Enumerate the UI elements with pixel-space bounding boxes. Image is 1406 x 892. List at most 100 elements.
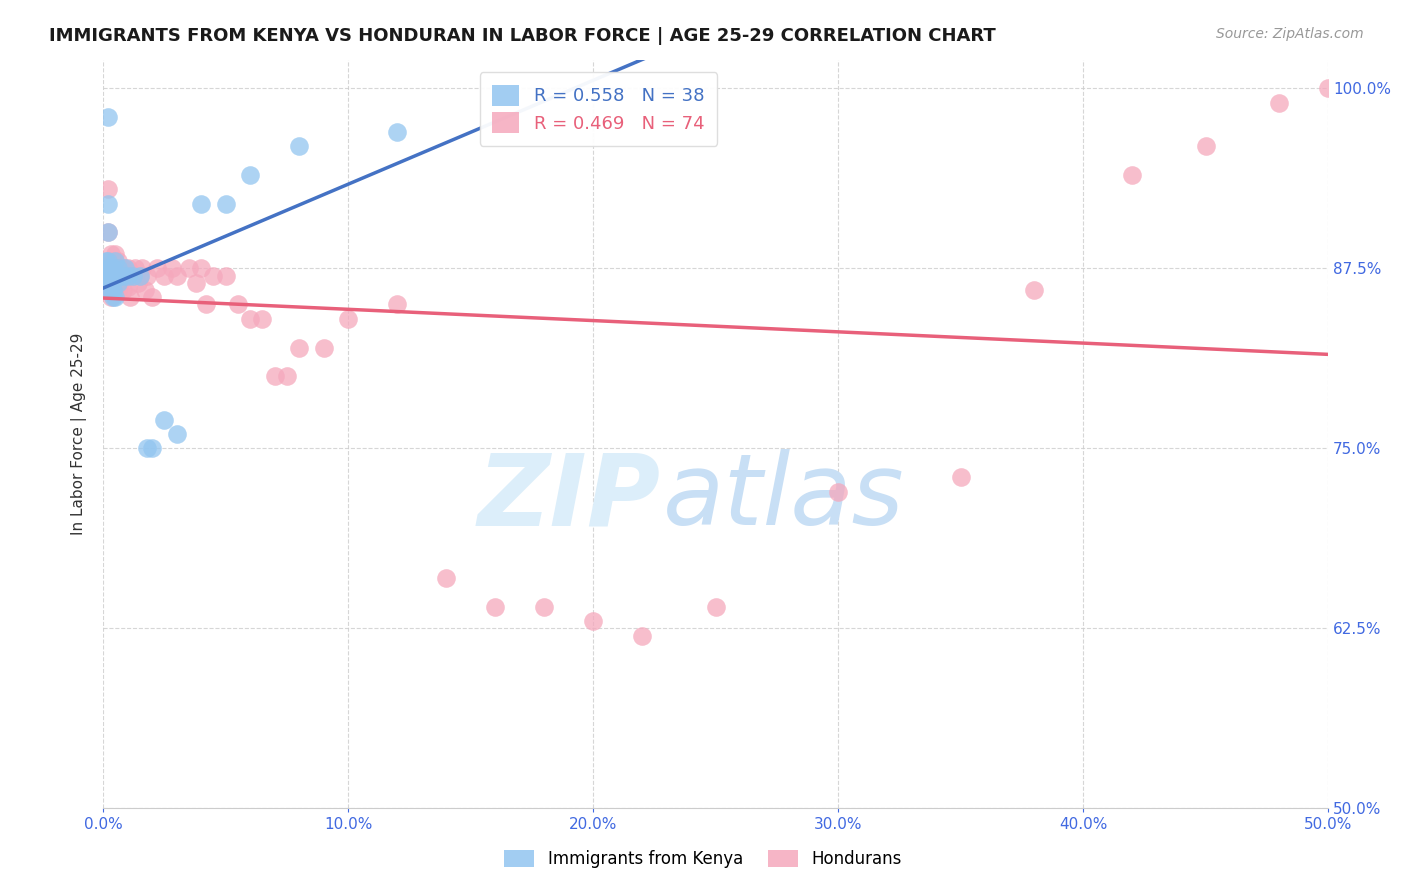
Point bbox=[190, 261, 212, 276]
Point bbox=[226, 297, 249, 311]
Point bbox=[121, 268, 143, 283]
Point bbox=[120, 290, 142, 304]
Point bbox=[121, 268, 143, 283]
Point bbox=[101, 290, 124, 304]
Point bbox=[107, 254, 129, 268]
Point bbox=[124, 261, 146, 276]
Point bbox=[129, 268, 152, 283]
Point bbox=[101, 254, 124, 268]
Point bbox=[104, 268, 127, 283]
Point bbox=[97, 254, 120, 268]
Point bbox=[111, 283, 134, 297]
Point bbox=[97, 261, 120, 276]
Point bbox=[104, 283, 127, 297]
Point bbox=[484, 599, 506, 614]
Point bbox=[215, 268, 238, 283]
Point bbox=[107, 261, 129, 276]
Text: atlas: atlas bbox=[664, 450, 904, 546]
Point bbox=[252, 311, 274, 326]
Point bbox=[177, 261, 200, 276]
Point bbox=[100, 290, 122, 304]
Point bbox=[104, 290, 127, 304]
Point bbox=[129, 268, 152, 283]
Point bbox=[104, 247, 127, 261]
Point bbox=[97, 226, 120, 240]
Point bbox=[117, 268, 139, 283]
Point bbox=[104, 254, 127, 268]
Point bbox=[107, 268, 129, 283]
Point bbox=[146, 261, 169, 276]
Point bbox=[276, 369, 298, 384]
Point bbox=[97, 268, 120, 283]
Point bbox=[1317, 81, 1340, 95]
Point bbox=[127, 276, 149, 290]
Point bbox=[101, 268, 124, 283]
Point bbox=[263, 369, 285, 384]
Point bbox=[202, 268, 225, 283]
Y-axis label: In Labor Force | Age 25-29: In Labor Force | Age 25-29 bbox=[72, 333, 87, 535]
Point bbox=[101, 268, 124, 283]
Point bbox=[131, 261, 153, 276]
Point bbox=[110, 261, 132, 276]
Point bbox=[97, 110, 120, 124]
Point bbox=[134, 283, 156, 297]
Point bbox=[141, 290, 163, 304]
Point bbox=[704, 599, 727, 614]
Point bbox=[94, 261, 117, 276]
Point bbox=[107, 276, 129, 290]
Point bbox=[104, 257, 127, 271]
Point bbox=[533, 599, 555, 614]
Point bbox=[110, 268, 132, 283]
Text: Source: ZipAtlas.com: Source: ZipAtlas.com bbox=[1216, 27, 1364, 41]
Point bbox=[101, 283, 124, 297]
Point bbox=[195, 297, 218, 311]
Point bbox=[100, 247, 122, 261]
Text: ZIP: ZIP bbox=[478, 450, 661, 546]
Point bbox=[117, 280, 139, 294]
Point bbox=[94, 283, 117, 297]
Point bbox=[239, 168, 262, 182]
Point bbox=[1268, 95, 1291, 110]
Point bbox=[100, 268, 122, 283]
Point bbox=[114, 268, 136, 283]
Point bbox=[136, 442, 159, 456]
Point bbox=[97, 182, 120, 196]
Point bbox=[160, 261, 183, 276]
Point bbox=[153, 412, 176, 426]
Point bbox=[97, 254, 120, 268]
Point bbox=[190, 196, 212, 211]
Point bbox=[111, 261, 134, 276]
Point bbox=[101, 261, 124, 276]
Point bbox=[1024, 283, 1046, 297]
Point bbox=[385, 297, 408, 311]
Point bbox=[288, 341, 311, 355]
Point bbox=[631, 629, 654, 643]
Point bbox=[1121, 168, 1143, 182]
Point bbox=[94, 268, 117, 283]
Point bbox=[239, 311, 262, 326]
Point bbox=[166, 268, 188, 283]
Point bbox=[94, 268, 117, 283]
Legend: Immigrants from Kenya, Hondurans: Immigrants from Kenya, Hondurans bbox=[498, 843, 908, 875]
Point bbox=[100, 261, 122, 276]
Point bbox=[827, 484, 849, 499]
Point bbox=[97, 283, 120, 297]
Point bbox=[582, 614, 605, 628]
Point bbox=[166, 427, 188, 442]
Point bbox=[288, 139, 311, 153]
Legend: R = 0.558   N = 38, R = 0.469   N = 74: R = 0.558 N = 38, R = 0.469 N = 74 bbox=[479, 72, 717, 145]
Point bbox=[111, 268, 134, 283]
Point bbox=[100, 283, 122, 297]
Point bbox=[385, 125, 408, 139]
Point bbox=[1195, 139, 1218, 153]
Point bbox=[136, 268, 159, 283]
Point bbox=[101, 261, 124, 276]
Point bbox=[104, 261, 127, 276]
Point bbox=[434, 571, 457, 585]
Point bbox=[110, 276, 132, 290]
Point bbox=[97, 261, 120, 276]
Point bbox=[215, 196, 238, 211]
Point bbox=[100, 261, 122, 276]
Point bbox=[949, 470, 972, 484]
Point bbox=[94, 254, 117, 268]
